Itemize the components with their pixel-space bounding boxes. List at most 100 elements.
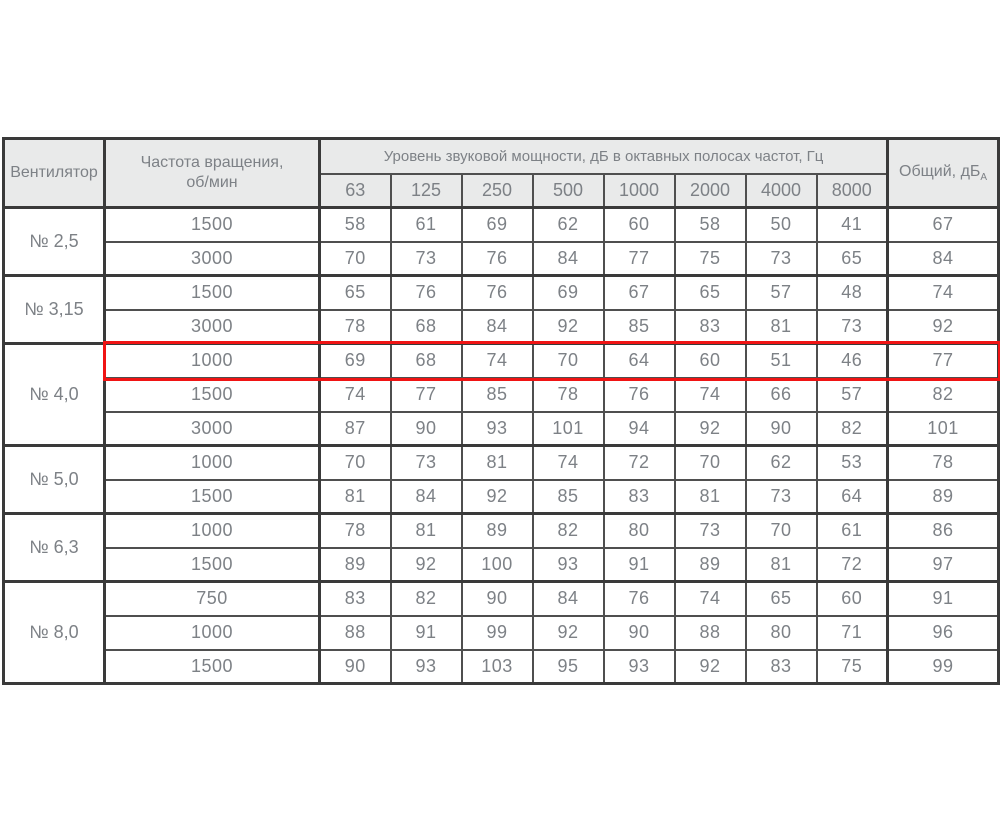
rpm-cell: 1500 [103,376,321,413]
fan-label-cell: № 4,0 [2,342,106,447]
level-cell: 99 [460,614,534,651]
level-cell: 101 [531,410,605,447]
level-cell: 81 [744,546,818,583]
table-row: 1500 90 93 103 95 93 92 83 75 99 [3,648,1000,685]
level-cell: 73 [389,240,463,277]
level-cell: 92 [531,308,605,345]
level-cell: 75 [673,240,747,277]
level-cell: 92 [673,648,747,685]
table-row: № 2,5 1500 58 61 69 62 60 58 50 41 67 [2,206,1000,277]
table-row: 3000 87 90 93 101 94 92 90 82 101 [3,410,1000,447]
level-cell: 84 [531,240,605,277]
level-cell: 85 [602,308,676,345]
level-cell: 72 [602,444,676,481]
level-cell: 84 [389,478,463,515]
level-cell: 88 [318,614,392,651]
header-fan: Вентилятор [2,137,106,209]
level-cell: 76 [602,376,676,413]
level-cell: 75 [815,648,889,685]
total-cell: 86 [886,512,1000,549]
level-cell: 76 [460,274,534,311]
level-cell: 85 [531,478,605,515]
table-row: № 8,0 750 83 82 90 84 76 74 65 60 91 [2,580,1000,685]
level-cell: 80 [602,512,676,549]
total-cell: 82 [886,376,1000,413]
fan-label-cell: № 5,0 [2,444,106,515]
level-cell: 68 [389,342,463,379]
level-cell: 69 [318,342,392,379]
level-cell: 82 [531,512,605,549]
level-cell: 64 [815,478,889,515]
level-cell: 72 [815,546,889,583]
level-cell: 93 [602,648,676,685]
fan-noise-table: Вентилятор Частота вращения, об/мин Уров… [2,137,1000,685]
level-cell: 83 [744,648,818,685]
level-cell: 89 [673,546,747,583]
header-freq-8000: 8000 [815,172,890,209]
total-cell: 92 [886,308,1000,345]
level-cell: 77 [602,240,676,277]
level-cell: 91 [602,546,676,583]
level-cell: 82 [815,410,889,447]
level-cell: 73 [744,240,818,277]
level-cell: 51 [744,342,818,379]
header-rpm-line1: Частота вращения, [140,154,284,171]
total-cell: 89 [886,478,1000,515]
header-rpm: Частота вращения, об/мин [103,137,321,209]
level-cell: 87 [318,410,392,447]
level-cell: 60 [673,342,747,379]
level-cell: 57 [815,376,889,413]
level-cell: 81 [460,444,534,481]
level-cell: 69 [531,274,605,311]
level-cell: 83 [318,580,392,617]
total-cell: 74 [886,274,1000,311]
level-cell: 74 [531,444,605,481]
level-cell: 60 [602,206,676,243]
total-cell: 67 [886,206,1000,243]
level-cell: 94 [602,410,676,447]
rpm-cell: 3000 [103,410,321,447]
level-cell: 73 [673,512,747,549]
level-cell: 81 [389,512,463,549]
rpm-cell: 750 [103,580,321,617]
level-cell: 92 [460,478,534,515]
fan-label-cell: № 3,15 [2,274,106,345]
level-cell: 57 [744,274,818,311]
table-row: № 5,0 1000 70 73 81 74 72 70 62 53 78 [2,444,1000,515]
rpm-cell: 1000 [103,512,321,549]
table-row: № 3,15 1500 65 76 76 69 67 65 57 48 74 [2,274,1000,345]
table-row: 1500 81 84 92 85 83 81 73 64 89 [3,478,1000,515]
header-freq-250: 250 [460,172,534,209]
level-cell: 70 [744,512,818,549]
total-cell: 101 [886,410,1000,447]
level-cell: 82 [389,580,463,617]
level-cell: 65 [318,274,392,311]
total-cell: 84 [886,240,1000,277]
total-cell: 96 [886,614,1000,651]
level-cell: 50 [744,206,818,243]
level-cell: 92 [673,410,747,447]
total-cell: 78 [886,444,1000,481]
total-cell: 99 [886,648,1000,685]
total-cell: 97 [886,546,1000,583]
level-cell: 84 [531,580,605,617]
level-cell: 83 [602,478,676,515]
rpm-cell: 1500 [103,546,321,583]
level-cell: 76 [460,240,534,277]
level-cell: 90 [389,410,463,447]
rpm-cell: 1500 [103,274,321,311]
rpm-cell: 1500 [103,648,321,685]
level-cell: 73 [744,478,818,515]
level-cell: 93 [460,410,534,447]
level-cell: 46 [815,342,889,379]
level-cell: 92 [531,614,605,651]
level-cell: 81 [673,478,747,515]
level-cell: 81 [744,308,818,345]
rpm-cell: 1000 [103,342,321,379]
level-cell: 64 [602,342,676,379]
level-cell: 78 [318,512,392,549]
level-cell: 77 [389,376,463,413]
level-cell: 68 [389,308,463,345]
level-cell: 74 [318,376,392,413]
